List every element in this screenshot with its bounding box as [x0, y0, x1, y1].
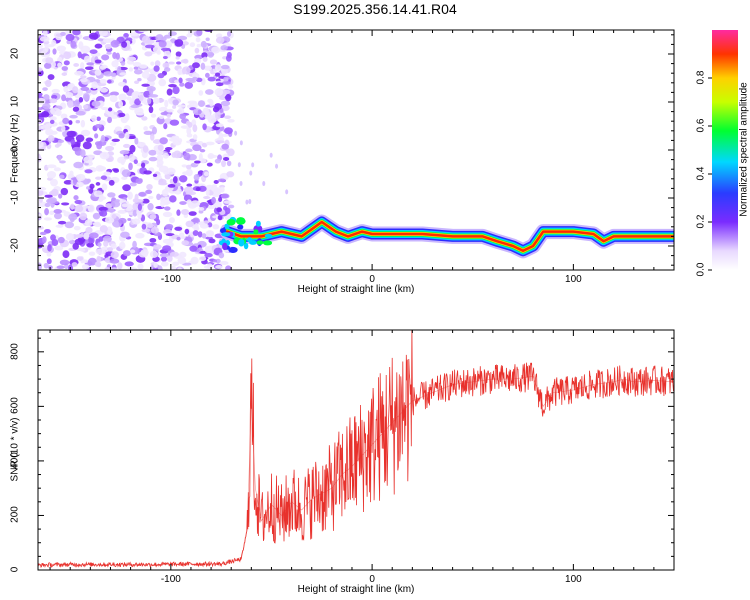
snr-plot-area [38, 330, 674, 568]
snr-trend-line [38, 376, 674, 566]
colorbar-tick-label: 0.0 [695, 262, 707, 277]
spectrogram-ytick-label: 20 [9, 47, 21, 60]
snr-xtick-label: -100 [160, 574, 181, 585]
snr-ytick-label: 400 [9, 452, 21, 469]
snr-axes [38, 330, 675, 571]
snr-xtick-label: 0 [369, 574, 375, 585]
colorbar [708, 30, 738, 271]
colorbar-tick-label: 0.2 [695, 214, 707, 229]
spectrogram-plot-area [38, 30, 674, 270]
spectrogram-ytick-label: 0 [9, 146, 21, 153]
snr-ytick-label: 600 [9, 397, 21, 415]
snr-xlabel: Height of straight line (km) [297, 584, 415, 595]
colorbar-tick-label: 0.8 [695, 70, 707, 85]
spectrogram-axes [38, 30, 675, 270]
noise-speckle [38, 30, 289, 270]
spectrogram-xtick-label: 0 [369, 274, 375, 285]
snr-panel [37, 329, 675, 571]
colorbar-label: Normalized spectral amplitude [738, 82, 750, 217]
colorbar-gradient [712, 30, 738, 270]
colorbar-tick-label: 0.4 [695, 166, 707, 181]
spectrogram-xtick-label: -100 [160, 274, 181, 285]
snr-frame [37, 329, 675, 571]
snr-ytick-label: 0 [9, 566, 21, 573]
snr-ytick-label: 200 [9, 506, 21, 524]
snr-series-line [38, 330, 674, 568]
snr-xtick-label: 100 [565, 574, 582, 585]
signal-core [225, 220, 674, 253]
spectrogram-ytick-label: -20 [9, 238, 21, 253]
spectrogram-panel [37, 29, 675, 271]
signal-trace [218, 214, 674, 259]
spectrogram-ytick-label: -10 [9, 190, 21, 205]
spectrogram-xtick-label: 100 [565, 274, 582, 285]
figure-title: S199.2025.356.14.41.R04 [293, 1, 457, 17]
spectrogram-ytick-label: 10 [9, 95, 21, 108]
spectrogram-xlabel: Height of straight line (km) [297, 284, 415, 295]
snr-ytick-label: 800 [9, 342, 21, 360]
colorbar-tick-label: 0.6 [695, 118, 707, 133]
